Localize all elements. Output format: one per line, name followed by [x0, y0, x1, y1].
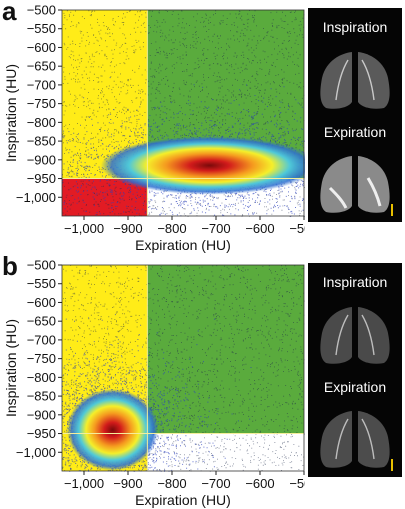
- y-tick-label: −600: [27, 295, 56, 310]
- y-tick-label: −800: [27, 115, 56, 130]
- x-tick-label: −700: [201, 221, 230, 236]
- ct-scale-bar: [391, 204, 393, 216]
- y-tick-label: −550: [27, 21, 56, 36]
- x-tick-label: −1,000: [64, 476, 104, 491]
- x-tick-label: −900: [113, 221, 142, 236]
- x-tick-label: −800: [157, 476, 186, 491]
- ct-label-expiration: Expiration: [323, 124, 387, 140]
- region-right: [147, 265, 304, 434]
- heatmap-a: −500 −550 −600 −650 −700 −750 −800 −850 −900 −950…: [3, 3, 305, 253]
- y-tick-label: −750: [27, 351, 56, 366]
- x-tick-label: −900: [113, 476, 142, 491]
- x-tick-label: −500: [289, 476, 305, 491]
- y-tick-label: −850: [27, 134, 56, 149]
- y-tick-label: −500: [27, 3, 56, 18]
- y-tick-label: −550: [27, 276, 56, 291]
- y-tick-label: −950: [27, 426, 56, 441]
- y-tick-label: −700: [27, 77, 56, 92]
- y-tick-label: −650: [27, 314, 56, 329]
- plot-area: [62, 265, 305, 472]
- plot-frame: [61, 264, 305, 472]
- x-tick-label: −600: [245, 476, 274, 491]
- y-tick-label: −750: [27, 96, 56, 111]
- lung-image-inspiration: [320, 307, 390, 364]
- x-tick-label: −1,000: [64, 221, 104, 236]
- scatter-specks: [62, 10, 305, 217]
- x-tick-label: −800: [157, 221, 186, 236]
- panel-a: a −500 −550 −600 −650 −700 −750 −800 −850 −900 −9…: [0, 0, 405, 254]
- lung-image-inspiration: [320, 52, 390, 109]
- x-tick-label: −700: [201, 476, 230, 491]
- x-tick-label: −600: [245, 221, 274, 236]
- y-tick-label: −1,000: [16, 445, 56, 460]
- y-tick-label: −700: [27, 332, 56, 347]
- panel-b: b −500 −550 −600 −650 −700 −750 −800 −850 −900 −9…: [0, 251, 405, 509]
- y-axis-label: Inspiration (HU): [3, 64, 19, 162]
- y-tick-label: −500: [27, 258, 56, 273]
- lung-image-expiration: [320, 411, 390, 468]
- ct-images-b: Inspiration Expiration: [308, 263, 402, 477]
- y-tick-label: −950: [27, 171, 56, 186]
- ct-label-expiration: Expiration: [323, 379, 387, 395]
- region-bottom-right: [147, 433, 304, 471]
- y-tick-label: −900: [27, 407, 56, 422]
- plot-frame: [61, 9, 305, 217]
- ct-label-inspiration: Inspiration: [322, 19, 388, 35]
- heatmap-b: −500 −550 −600 −650 −700 −750 −800 −850 −900 −950…: [3, 258, 305, 509]
- x-axis-label: Expiration (HU): [135, 237, 231, 253]
- density-hotspot: [66, 388, 159, 471]
- plot-area: [62, 10, 305, 217]
- density-hotspot: [100, 136, 305, 195]
- panel-letter: a: [2, 0, 17, 26]
- y-tick-label: −800: [27, 370, 56, 385]
- y-tick-label: −600: [27, 40, 56, 55]
- scatter-specks: [62, 265, 305, 472]
- y-tick-label: −1,000: [16, 190, 56, 205]
- panel-letter: b: [2, 251, 18, 281]
- lung-image-expiration: [320, 156, 390, 213]
- y-tick-label: −900: [27, 152, 56, 167]
- y-axis-label: Inspiration (HU): [3, 319, 19, 417]
- x-axis-label: Expiration (HU): [135, 492, 231, 508]
- ct-label-inspiration: Inspiration: [322, 274, 388, 290]
- ct-scale-bar: [391, 459, 393, 471]
- y-tick-label: −850: [27, 389, 56, 404]
- ct-images-a: Inspiration Expiration: [308, 8, 402, 222]
- x-tick-label: −500: [289, 221, 305, 236]
- y-tick-label: −650: [27, 59, 56, 74]
